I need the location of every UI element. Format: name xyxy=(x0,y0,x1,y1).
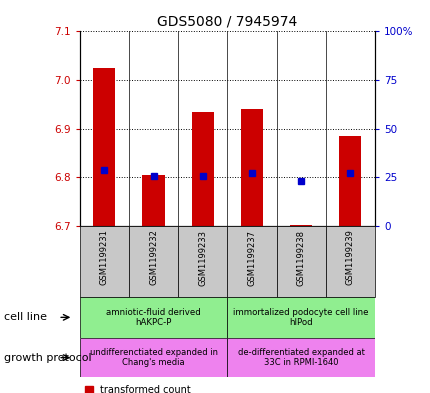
Text: immortalized podocyte cell line
hIPod: immortalized podocyte cell line hIPod xyxy=(233,308,368,327)
Bar xyxy=(129,226,178,297)
Text: GSM1199233: GSM1199233 xyxy=(198,230,207,285)
Bar xyxy=(289,224,311,226)
Bar xyxy=(80,297,227,338)
Text: undifferenctiated expanded in
Chang's media: undifferenctiated expanded in Chang's me… xyxy=(89,348,217,367)
Bar xyxy=(80,226,129,297)
Bar xyxy=(227,338,374,377)
Bar xyxy=(227,226,276,297)
Text: growth protocol: growth protocol xyxy=(4,353,92,363)
Bar xyxy=(178,226,227,297)
Bar xyxy=(338,136,361,226)
Bar xyxy=(325,226,374,297)
Bar xyxy=(191,112,213,226)
Bar xyxy=(227,297,374,338)
Text: cell line: cell line xyxy=(4,312,47,322)
Text: GSM1199237: GSM1199237 xyxy=(247,230,256,285)
Bar xyxy=(80,338,227,377)
Bar xyxy=(93,68,115,226)
Text: GSM1199239: GSM1199239 xyxy=(345,230,354,285)
Text: GSM1199232: GSM1199232 xyxy=(149,230,158,285)
Text: amniotic-fluid derived
hAKPC-P: amniotic-fluid derived hAKPC-P xyxy=(106,308,200,327)
Text: GSM1199231: GSM1199231 xyxy=(100,230,109,285)
Text: GSM1199238: GSM1199238 xyxy=(296,230,305,285)
Bar xyxy=(276,226,325,297)
Bar xyxy=(142,175,164,226)
Bar xyxy=(240,109,262,226)
Text: de-differentiated expanded at
33C in RPMI-1640: de-differentiated expanded at 33C in RPM… xyxy=(237,348,364,367)
Text: transformed count: transformed count xyxy=(100,386,191,393)
Title: GDS5080 / 7945974: GDS5080 / 7945974 xyxy=(157,15,297,29)
